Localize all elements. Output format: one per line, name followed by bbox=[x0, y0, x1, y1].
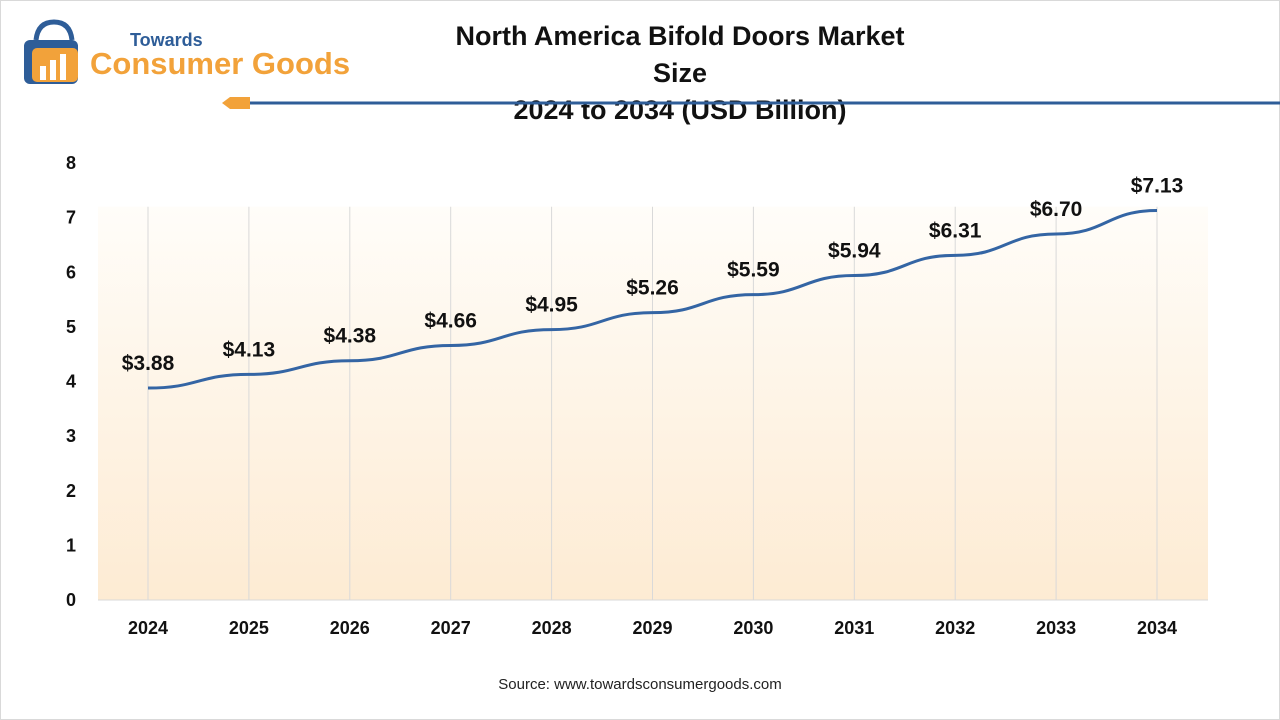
chart-title-line1: North America Bifold Doors Market Size bbox=[455, 21, 905, 88]
y-tick-label: 4 bbox=[66, 372, 76, 392]
x-tick-label: 2030 bbox=[733, 618, 773, 638]
data-label: $4.38 bbox=[324, 325, 377, 348]
x-tick-label: 2027 bbox=[431, 618, 471, 638]
y-tick-label: 7 bbox=[66, 208, 76, 228]
source-note: Source: www.towardsconsumergoods.com bbox=[498, 676, 782, 693]
y-tick-label: 1 bbox=[66, 535, 76, 555]
y-tick-label: 8 bbox=[66, 153, 76, 173]
y-axis-ticks: 0 1 2 3 4 5 6 7 8 bbox=[66, 153, 76, 610]
x-tick-label: 2028 bbox=[532, 618, 572, 638]
logo-text-consumer-goods: Consumer Goods bbox=[90, 46, 351, 81]
x-tick-label: 2032 bbox=[935, 618, 975, 638]
y-tick-label: 2 bbox=[66, 481, 76, 501]
x-tick-label: 2029 bbox=[632, 618, 672, 638]
data-label: $4.13 bbox=[223, 338, 276, 361]
x-tick-label: 2025 bbox=[229, 618, 269, 638]
y-tick-label: 0 bbox=[66, 590, 76, 610]
y-tick-label: 3 bbox=[66, 426, 76, 446]
y-tick-label: 5 bbox=[66, 317, 76, 337]
grid-lines bbox=[147, 206, 1158, 600]
header-divider bbox=[222, 97, 1280, 109]
data-labels: $3.88 $4.13 $4.38 $4.66 $4.95 $5.26 $5.59 $5.94… bbox=[122, 175, 1184, 376]
x-axis-ticks: 2024 2025 2026 2027 2028 2029 2030 2031 2032 2033… bbox=[128, 618, 1177, 638]
data-label: $5.26 bbox=[626, 277, 679, 300]
chart-title-line2: 2024 to 2034 (USD Billion) bbox=[513, 95, 847, 125]
brand-logo[interactable]: Towards Consumer Goods bbox=[18, 18, 378, 88]
x-tick-label: 2024 bbox=[128, 618, 168, 638]
x-tick-label: 2031 bbox=[834, 618, 874, 638]
data-label: $7.13 bbox=[1131, 175, 1184, 198]
data-label: $5.94 bbox=[828, 240, 881, 263]
data-label: $6.31 bbox=[929, 219, 982, 242]
shopping-bag-icon bbox=[24, 19, 78, 84]
data-label: $3.88 bbox=[122, 352, 175, 375]
y-tick-label: 6 bbox=[66, 262, 76, 282]
series-line bbox=[147, 209, 1158, 390]
data-label: $5.59 bbox=[727, 259, 780, 282]
logo-text-towards: Towards bbox=[130, 30, 203, 50]
data-label: $6.70 bbox=[1030, 198, 1083, 221]
chart-title: North America Bifold Doors Market Size 2… bbox=[440, 18, 920, 129]
data-label: $4.66 bbox=[424, 309, 477, 332]
x-tick-label: 2026 bbox=[330, 618, 370, 638]
x-tick-label: 2034 bbox=[1137, 618, 1177, 638]
divider-accent bbox=[222, 97, 250, 109]
x-tick-label: 2033 bbox=[1036, 618, 1076, 638]
data-label: $4.95 bbox=[525, 294, 578, 317]
